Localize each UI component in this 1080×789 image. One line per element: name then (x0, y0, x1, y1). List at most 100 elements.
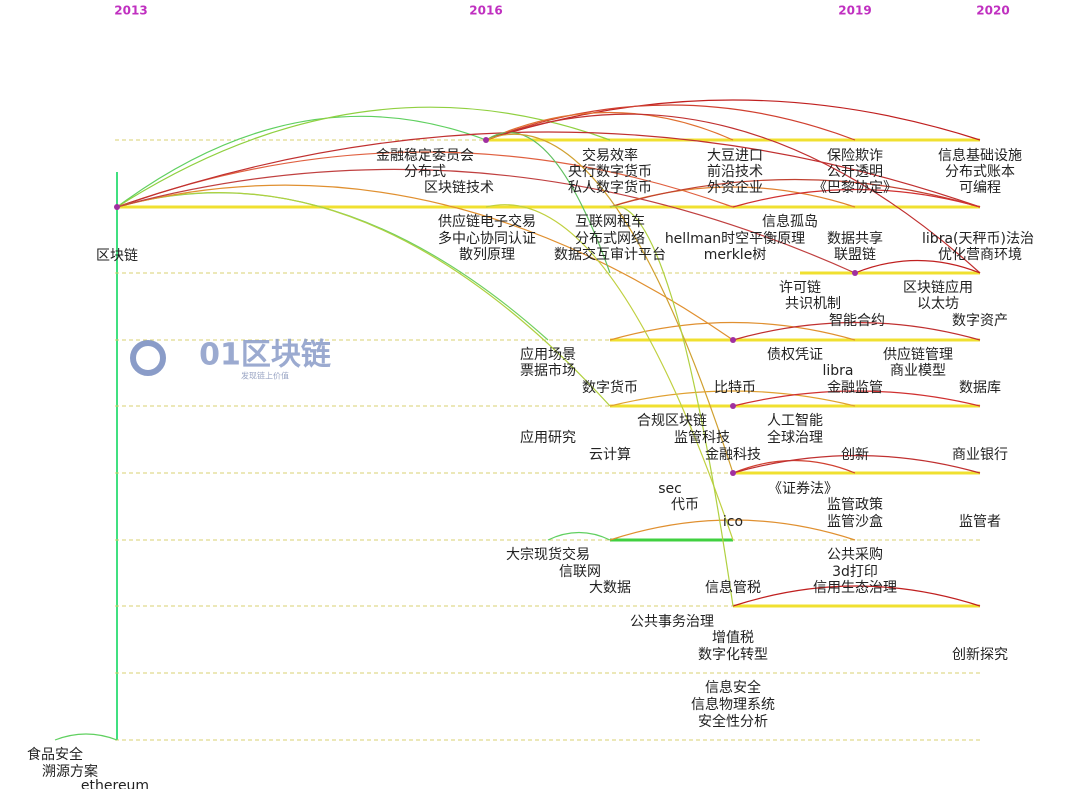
layout (115, 138, 982, 741)
watermark: 01区块链 发现链上价值 (130, 338, 331, 381)
citation-arc (732, 390, 981, 407)
keyword: 监管沙盒 (827, 513, 883, 530)
keyword: 人工智能 (767, 413, 823, 429)
keyword: 公共采购 (827, 547, 883, 563)
citation-arc (54, 733, 118, 741)
keyword: merkle树 (704, 247, 767, 263)
keyword: 公开透明 (827, 164, 883, 180)
keyword: 优化营商环境 (938, 247, 1022, 263)
node (852, 270, 858, 276)
keyword: 前沿技术 (707, 163, 763, 180)
citation-arc (116, 191, 611, 407)
citation-arc (732, 585, 981, 607)
citation-arc (116, 184, 734, 341)
arcs (54, 99, 981, 741)
keyword: 商业模型 (890, 363, 946, 379)
citation-arc (609, 519, 856, 541)
keyword: 债权凭证 (767, 347, 823, 363)
keyword: 分布式网络 (575, 231, 645, 247)
citation-arc (485, 111, 734, 141)
keyword: 共识机制 (785, 296, 841, 312)
keyword: 分布式账本 (945, 164, 1015, 180)
keyword: 保险欺诈 (827, 148, 883, 164)
keyword: 票据市场 (520, 362, 576, 379)
keyword: 大豆进口 (707, 148, 763, 164)
keyword: 应用研究 (520, 429, 576, 446)
keyword: hellman时空平衡原理 (665, 231, 805, 247)
keyword: 食品安全 (27, 746, 83, 763)
keyword: 分布式 (404, 164, 446, 180)
keyword: 信息物理系统 (691, 696, 775, 713)
keyword: 代币 (671, 497, 699, 513)
keyword: 外资企业 (707, 179, 763, 196)
keyword: 多中心协同认证 (438, 230, 536, 247)
keyword: 许可链 (779, 280, 821, 296)
keyword: 央行数字货币 (568, 163, 652, 180)
keyword: 散列原理 (459, 247, 515, 263)
keyword: sec (658, 481, 682, 497)
keyword: 大数据 (589, 580, 631, 596)
node (730, 470, 736, 476)
citation-arc (485, 113, 981, 274)
keyword: 区块链应用 (903, 279, 973, 296)
keyword: 金融稳定委员会 (376, 148, 474, 164)
keyword: 合规区块链 (637, 413, 707, 429)
keyword: 信联网 (559, 564, 601, 580)
citation-arc (547, 531, 611, 541)
keyword: 应用场景 (520, 346, 576, 363)
keyword: 以太坊 (917, 296, 959, 312)
year-label: 2019 (838, 4, 871, 18)
keyword: 《巴黎协定》 (813, 180, 897, 196)
keyword: 信息孤岛 (762, 213, 818, 230)
keyword: 区块链 (96, 248, 138, 264)
node (114, 204, 120, 210)
watermark-slogan: 发现链上价值 (241, 371, 289, 381)
keyword: 私人数字货币 (568, 179, 652, 196)
citation-arc (116, 115, 487, 208)
citation-arc (485, 104, 856, 141)
keyword: 商业银行 (952, 447, 1008, 463)
keyword: 联盟链 (834, 247, 876, 263)
citation-arc (732, 188, 981, 208)
keyword: 数据库 (959, 380, 1001, 396)
watermark-text: 01区块链 (199, 338, 331, 373)
keyword: 区块链技术 (424, 180, 494, 196)
keyword: ico (723, 514, 743, 530)
year-label: 2016 (469, 4, 502, 18)
keyword: 供应链管理 (883, 346, 953, 363)
citation-arc (609, 178, 981, 208)
keyword: 交易效率 (582, 147, 638, 164)
keyword: 金融监管 (827, 380, 883, 396)
citation-arc (116, 131, 981, 208)
citation-arc (609, 321, 856, 341)
keyword: 监管科技 (674, 430, 730, 446)
keyword: 大宗现货交易 (506, 546, 590, 563)
year-label: 2020 (976, 4, 1009, 18)
keyword: 创新 (841, 447, 869, 463)
keyword: 信息安全 (705, 679, 761, 696)
keyword: 可编程 (959, 180, 1001, 196)
citation-arc (116, 168, 856, 274)
year-label: 2013 (114, 4, 147, 18)
keyword: 数字化转型 (698, 647, 768, 663)
node (730, 337, 736, 343)
keyword: libra (822, 363, 853, 379)
citation-arc (116, 106, 611, 208)
keyword: 监管者 (959, 514, 1001, 530)
keyword: 智能合约 (829, 313, 885, 329)
keyword: 云计算 (589, 447, 631, 463)
keyword: 安全性分析 (698, 713, 768, 730)
citation-arc (732, 454, 981, 474)
keyword: 信息管税 (705, 579, 761, 596)
keyword: 增值税 (712, 630, 754, 646)
keyword: 互联网租车 (575, 213, 645, 230)
keyword: 供应链电子交易 (438, 213, 536, 230)
citation-arc (485, 131, 611, 274)
keyword: 信用生态治理 (813, 580, 897, 596)
keyword: 监管政策 (827, 496, 883, 513)
keyword: 数据交互审计平台 (554, 246, 666, 263)
citation-arc (854, 259, 981, 274)
keyword: 信息基础设施 (938, 147, 1022, 164)
